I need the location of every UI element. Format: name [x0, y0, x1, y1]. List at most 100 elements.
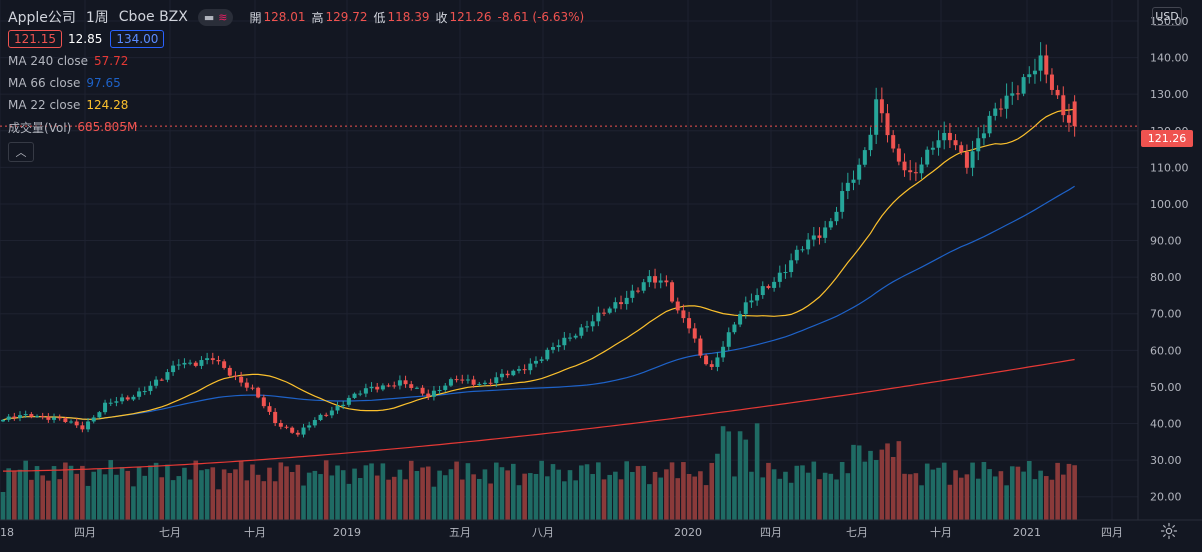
candle[interactable]: [556, 339, 561, 352]
candle[interactable]: [380, 383, 385, 392]
candle[interactable]: [1032, 58, 1037, 84]
candle[interactable]: [46, 413, 51, 423]
candle[interactable]: [482, 380, 487, 386]
candle[interactable]: [363, 383, 368, 398]
candle[interactable]: [704, 353, 709, 366]
candle[interactable]: [114, 396, 119, 407]
candle[interactable]: [947, 123, 952, 148]
candle[interactable]: [942, 121, 947, 150]
candle[interactable]: [437, 385, 442, 394]
candle[interactable]: [1055, 85, 1060, 99]
candle[interactable]: [789, 253, 794, 278]
candle[interactable]: [397, 375, 402, 390]
candle[interactable]: [256, 386, 261, 399]
candle[interactable]: [902, 153, 907, 177]
candle[interactable]: [233, 371, 238, 381]
candle[interactable]: [913, 162, 918, 182]
candle[interactable]: [52, 413, 57, 423]
candle[interactable]: [800, 246, 805, 253]
candle[interactable]: [250, 384, 255, 391]
candle[interactable]: [193, 360, 198, 368]
candle[interactable]: [641, 278, 646, 294]
candle[interactable]: [590, 314, 595, 332]
candle[interactable]: [1010, 81, 1015, 105]
candle[interactable]: [1004, 83, 1009, 119]
candle[interactable]: [216, 355, 221, 365]
candle[interactable]: [828, 218, 833, 230]
candle[interactable]: [12, 412, 17, 421]
candle[interactable]: [579, 324, 584, 339]
candle[interactable]: [721, 341, 726, 362]
candle[interactable]: [137, 387, 142, 400]
collapse-legend-button[interactable]: ︿: [8, 142, 34, 162]
candle[interactable]: [488, 378, 493, 387]
visibility-toggle[interactable]: ▬ ≋: [197, 8, 234, 26]
candle[interactable]: [120, 393, 125, 405]
candle[interactable]: [307, 421, 312, 431]
candle[interactable]: [1021, 73, 1026, 97]
candle[interactable]: [1044, 44, 1049, 84]
candle[interactable]: [953, 134, 958, 151]
candle[interactable]: [267, 402, 272, 415]
candle[interactable]: [981, 124, 986, 146]
indicator-ma66[interactable]: MA 66 close 97.65: [8, 72, 590, 94]
candle[interactable]: [341, 400, 346, 410]
candle[interactable]: [993, 102, 998, 121]
candle[interactable]: [698, 335, 703, 359]
candle[interactable]: [658, 273, 663, 289]
candle[interactable]: [772, 277, 777, 292]
candle[interactable]: [1049, 68, 1054, 96]
candle[interactable]: [806, 233, 811, 255]
candle[interactable]: [346, 395, 351, 407]
candle[interactable]: [550, 342, 555, 354]
candle[interactable]: [227, 365, 232, 378]
candle[interactable]: [862, 147, 867, 168]
candle[interactable]: [528, 358, 533, 375]
candle[interactable]: [857, 158, 862, 185]
candle[interactable]: [176, 359, 181, 370]
gear-icon[interactable]: [1160, 522, 1178, 540]
candle[interactable]: [766, 284, 771, 290]
candle[interactable]: [1015, 85, 1020, 101]
candle[interactable]: [57, 414, 62, 421]
candle[interactable]: [494, 372, 499, 388]
candle[interactable]: [976, 127, 981, 161]
candle[interactable]: [290, 426, 295, 434]
candle[interactable]: [681, 304, 686, 323]
candle[interactable]: [103, 399, 108, 415]
candle[interactable]: [602, 308, 607, 316]
candle[interactable]: [533, 356, 538, 368]
candle[interactable]: [522, 364, 527, 375]
candle[interactable]: [619, 295, 624, 310]
candle[interactable]: [1072, 95, 1077, 137]
candle[interactable]: [726, 327, 731, 351]
candle[interactable]: [358, 390, 363, 397]
candle[interactable]: [431, 386, 436, 401]
candle[interactable]: [845, 172, 850, 200]
candle[interactable]: [426, 389, 431, 400]
candle[interactable]: [324, 412, 329, 418]
candle[interactable]: [443, 382, 448, 393]
candle[interactable]: [817, 227, 822, 245]
indicator-volume[interactable]: 成交量(Vol) 685.805M: [8, 116, 590, 138]
candle[interactable]: [630, 284, 635, 303]
candle[interactable]: [823, 220, 828, 244]
candle[interactable]: [40, 412, 45, 420]
interval-label[interactable]: 1周: [85, 10, 109, 26]
candle[interactable]: [69, 419, 74, 424]
candle[interactable]: [244, 378, 249, 392]
candle[interactable]: [499, 369, 504, 382]
candle[interactable]: [329, 406, 334, 419]
candle[interactable]: [414, 386, 419, 390]
candle[interactable]: [516, 365, 521, 374]
candle[interactable]: [375, 383, 380, 393]
candle[interactable]: [471, 375, 476, 388]
candle[interactable]: [743, 296, 748, 319]
candle[interactable]: [278, 419, 283, 430]
candle[interactable]: [460, 374, 465, 384]
candle[interactable]: [692, 323, 697, 343]
candle[interactable]: [794, 245, 799, 264]
candle[interactable]: [511, 369, 516, 377]
candle[interactable]: [205, 352, 210, 365]
